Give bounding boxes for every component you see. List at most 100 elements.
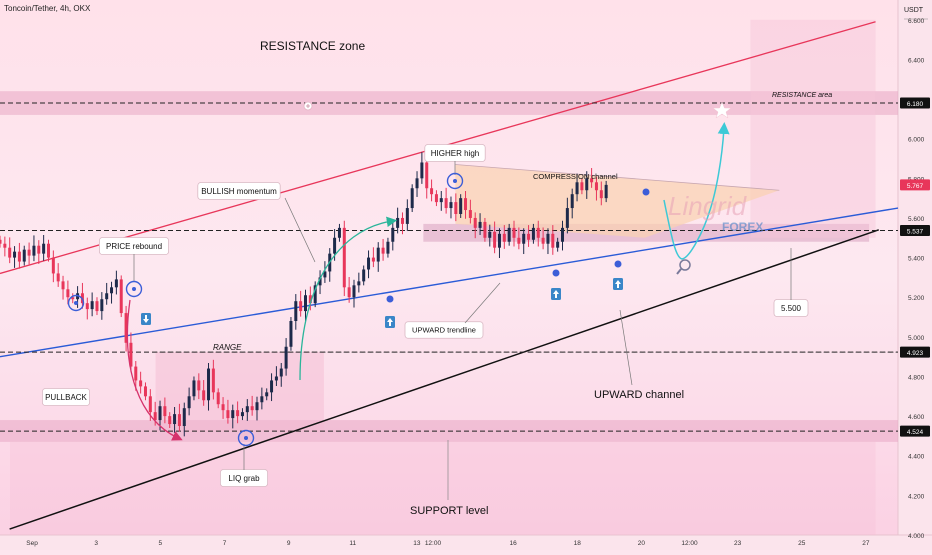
touch-point-3 (642, 188, 650, 196)
candle-body-114 (551, 233, 555, 248)
support-level-label: SUPPORT level (410, 505, 488, 517)
candle-body-11 (51, 257, 55, 274)
candle-61 (294, 294, 298, 330)
time-axis[interactable]: Sep 3 5 7 9 11 13 12:00 16 18 20 12:00 23 25 27 (26, 540, 870, 547)
candle-body-39 (187, 396, 191, 409)
candle-body-19 (90, 301, 94, 310)
down-arrow-icon (143, 315, 149, 323)
candle-body-100 (483, 221, 487, 238)
candle-body-3 (13, 251, 17, 258)
compression-channel-label: COMPRESSION channel (533, 172, 618, 181)
candle-body-29 (139, 380, 143, 387)
candle-body-95 (459, 198, 463, 214)
x-tick-label-6: 13 (413, 540, 421, 547)
price-axis-panel (898, 0, 932, 535)
y-tick-label-13: 6.600 (908, 18, 925, 25)
level-tag-bg-3 (900, 425, 930, 437)
x-tick-label-14: 27 (862, 540, 870, 547)
candle-body-28 (134, 366, 138, 381)
range-label: RANGE (213, 343, 242, 352)
candle-body-115 (556, 241, 560, 248)
bullish-pointer-line (284, 197, 316, 263)
candle-124 (599, 181, 603, 206)
candle-body-120 (580, 182, 584, 191)
currency-label: USDT (904, 7, 924, 14)
y-tick-label-7: 5.400 (908, 256, 925, 263)
candle-77 (371, 247, 375, 268)
candle-body-47 (226, 410, 230, 419)
candle-55 (265, 388, 269, 401)
candle-body-93 (449, 202, 453, 209)
candle-119 (575, 173, 579, 202)
candle-83 (400, 212, 404, 235)
candle-41 (197, 373, 201, 400)
candle-121 (585, 171, 589, 199)
candle-28 (134, 361, 138, 391)
candle-1 (3, 236, 7, 257)
candle-2 (8, 237, 12, 264)
candle-body-31 (148, 396, 152, 413)
target-price-label: 5.500 (781, 304, 802, 313)
candle-body-8 (37, 245, 41, 254)
candle-75 (362, 265, 366, 286)
candle-111 (536, 220, 540, 247)
candle-0 (0, 235, 2, 248)
candle-106 (512, 220, 516, 247)
level-tag-1: 5.537 (900, 224, 930, 236)
candle-19 (90, 292, 94, 317)
x-tick-label-10: 20 (638, 540, 646, 547)
candle-body-78 (376, 247, 380, 262)
candle-22 (105, 282, 109, 305)
level-tag-text-3: 4.524 (907, 429, 924, 436)
plus-icon (303, 101, 313, 111)
candle-85 (410, 184, 414, 213)
up-badge-0 (385, 316, 395, 328)
bullish-momentum-label: BULLISH momentum (201, 187, 277, 196)
pullback-label-box-bg (42, 388, 91, 406)
candle-body-32 (153, 412, 157, 421)
time-axis-panel (0, 535, 932, 550)
candle-99 (478, 213, 482, 236)
candle-body-62 (299, 301, 303, 312)
candle-body-71 (342, 227, 346, 288)
candle-body-63 (303, 295, 308, 312)
candle-body-13 (61, 281, 65, 290)
level-tag-text-0: 6.180 (907, 101, 924, 108)
y-tick-label-2: 4.400 (908, 454, 925, 461)
candle-47 (226, 399, 230, 424)
projection-path (663, 122, 730, 260)
candle-body-91 (439, 198, 443, 203)
candle-90 (434, 190, 438, 207)
candle-62 (299, 290, 303, 317)
upward-channel-label: UPWARD channel (594, 389, 684, 401)
candle-70 (337, 223, 341, 242)
price-rebound-label: PRICE rebound (106, 242, 162, 251)
up-arrow-icon-1 (553, 290, 559, 298)
y-tick-label-4: 4.800 (908, 374, 925, 381)
candle-body-88 (425, 162, 429, 189)
candle-15 (71, 293, 75, 304)
higher-high-label: HIGHER high (431, 149, 479, 158)
candle-58 (279, 363, 283, 387)
candle-body-106 (512, 227, 516, 238)
annotations-layer: RESISTANCE zone RESISTANCE area HIGHER hig… (42, 39, 832, 517)
liq-grab-label: LIQ grab (228, 474, 260, 483)
candle-64 (308, 286, 312, 311)
compression-triangle (455, 164, 780, 238)
candle-96 (464, 191, 468, 219)
candle-65 (313, 281, 317, 308)
candle-body-117 (565, 208, 569, 228)
up-arrow-icon-0 (387, 318, 393, 326)
x-tick-label-5: 11 (349, 540, 356, 547)
candle-102 (493, 221, 497, 254)
candle-body-60 (289, 321, 293, 347)
resistance-area-label: RESISTANCE area (772, 92, 832, 99)
candle-body-89 (430, 188, 434, 195)
candle-body-112 (541, 237, 545, 244)
level-tag-3: 4.524 (900, 425, 930, 437)
candle-body-55 (265, 392, 269, 397)
candle-body-2 (8, 247, 12, 258)
candle-body-23 (110, 287, 114, 294)
level-tag-bg-1 (900, 224, 930, 236)
